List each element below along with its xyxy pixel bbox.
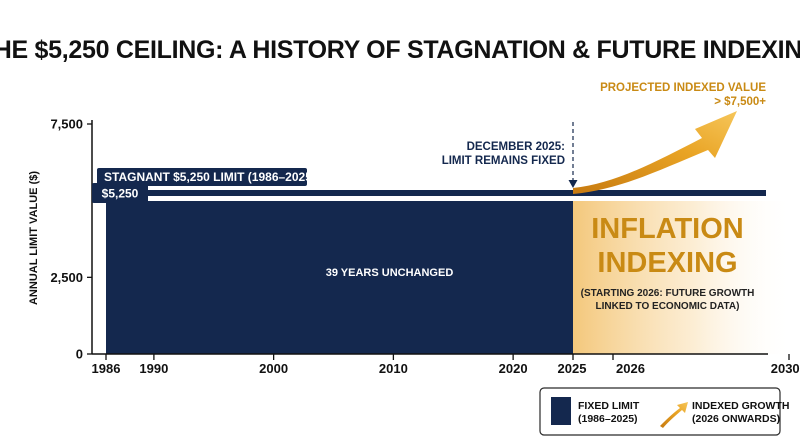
y-tick-group: 0 2,500 7,500 bbox=[50, 117, 92, 362]
december-arrow-icon bbox=[568, 180, 578, 188]
projected-annotation-line2: > $7,500+ bbox=[714, 96, 766, 108]
limit-value-tag-label: $5,250 bbox=[102, 187, 139, 201]
limit-banner bbox=[97, 168, 307, 186]
indexing-subtext-line1: (STARTING 2026: FUTURE GROWTH bbox=[581, 288, 755, 299]
limit-banner-label: STAGNANT $5,250 LIMIT (1986–2025) bbox=[104, 170, 316, 184]
december-annotation-line1: DECEMBER 2025: bbox=[467, 141, 565, 153]
legend-indexed-arrow-icon bbox=[660, 402, 688, 428]
x-tick-label: 1990 bbox=[139, 361, 168, 376]
legend-fixed-line2: (1986–2025) bbox=[578, 413, 638, 425]
december-annotation-line2: LIMIT REMAINS FIXED bbox=[442, 155, 565, 167]
legend-box bbox=[539, 387, 781, 436]
x-tick-label: 2025 bbox=[558, 361, 587, 376]
y-tick-label: 7,500 bbox=[50, 117, 83, 132]
x-tick-label: 1986 bbox=[92, 361, 121, 376]
indexed-growth-arrow-icon bbox=[573, 111, 737, 194]
indexing-heading-line2: INDEXING bbox=[597, 247, 737, 279]
x-tick-label: 2020 bbox=[499, 361, 528, 376]
projected-annotation-line1: PROJECTED INDEXED VALUE bbox=[600, 82, 766, 94]
limit-value-tag bbox=[92, 183, 148, 203]
fixed-limit-bar bbox=[106, 201, 573, 354]
y-tick-label: 2,500 bbox=[50, 270, 83, 285]
x-tick-label: 2000 bbox=[259, 361, 288, 376]
legend-indexed-line2: (2026 ONWARDS) bbox=[692, 413, 780, 425]
y-tick-label: 0 bbox=[76, 347, 83, 362]
x-tick-label: 2026 bbox=[616, 361, 645, 376]
y-axis-label: ANNUAL LIMIT VALUE ($) bbox=[28, 171, 40, 305]
x-tick-label: 2030+ bbox=[771, 361, 800, 376]
legend-indexed-line1: INDEXED GROWTH bbox=[692, 400, 789, 412]
legend-fixed-line1: FIXED LIMIT bbox=[578, 400, 640, 412]
indexing-heading-line1: INFLATION bbox=[591, 213, 744, 245]
indexing-subtext-line2: LINKED TO ECONOMIC DATA) bbox=[596, 301, 740, 312]
x-tick-group: 1986 1990 2000 2010 2020 2025 2026 2030+ bbox=[92, 354, 800, 376]
legend: FIXED LIMIT (1986–2025) INDEXED GROWTH (… bbox=[539, 387, 789, 436]
bar-annotation: 39 YEARS UNCHANGED bbox=[326, 267, 454, 279]
legend-fixed-swatch bbox=[551, 397, 571, 425]
x-tick-label: 2010 bbox=[379, 361, 408, 376]
indexing-region bbox=[573, 201, 794, 354]
limit-line bbox=[92, 190, 766, 196]
chart-title: THE $5,250 CEILING: A HISTORY OF STAGNAT… bbox=[0, 36, 800, 64]
